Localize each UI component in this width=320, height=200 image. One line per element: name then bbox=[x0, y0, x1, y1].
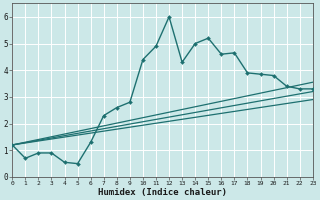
X-axis label: Humidex (Indice chaleur): Humidex (Indice chaleur) bbox=[98, 188, 227, 197]
